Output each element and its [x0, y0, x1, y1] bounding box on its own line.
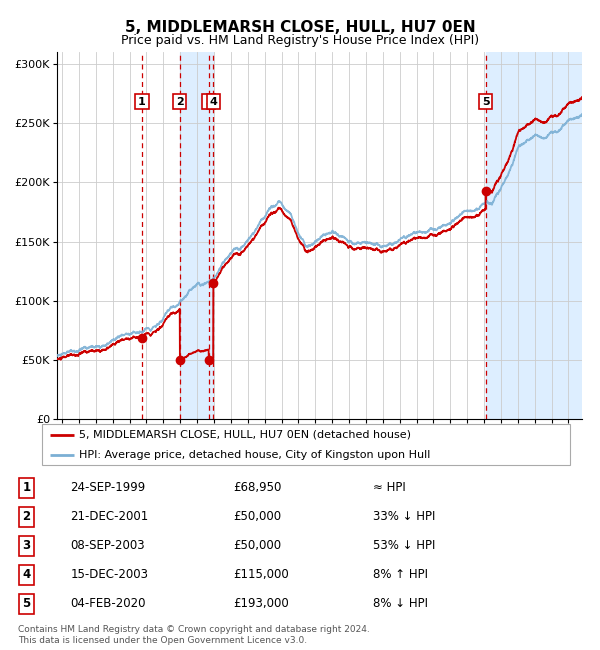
- Text: 5, MIDDLEMARSH CLOSE, HULL, HU7 0EN (detached house): 5, MIDDLEMARSH CLOSE, HULL, HU7 0EN (det…: [79, 430, 411, 439]
- Text: 1: 1: [138, 97, 146, 107]
- Text: 5, MIDDLEMARSH CLOSE, HULL, HU7 0EN: 5, MIDDLEMARSH CLOSE, HULL, HU7 0EN: [125, 20, 475, 35]
- Text: ≈ HPI: ≈ HPI: [373, 482, 406, 495]
- Bar: [180, 52, 214, 419]
- Text: 04-FEB-2020: 04-FEB-2020: [70, 597, 146, 610]
- Text: 1: 1: [22, 482, 31, 495]
- Text: 4: 4: [209, 97, 217, 107]
- Text: 5: 5: [482, 97, 490, 107]
- Text: £50,000: £50,000: [233, 510, 281, 523]
- Text: £115,000: £115,000: [233, 568, 289, 582]
- Text: 3: 3: [22, 540, 31, 552]
- Text: 8% ↑ HPI: 8% ↑ HPI: [373, 568, 428, 582]
- Text: 2: 2: [176, 97, 184, 107]
- Text: £193,000: £193,000: [233, 597, 289, 610]
- Bar: [485, 52, 582, 419]
- Text: 33% ↓ HPI: 33% ↓ HPI: [373, 510, 435, 523]
- Text: 8% ↓ HPI: 8% ↓ HPI: [373, 597, 428, 610]
- Text: 4: 4: [22, 568, 31, 582]
- Text: 53% ↓ HPI: 53% ↓ HPI: [373, 540, 435, 552]
- Text: Contains HM Land Registry data © Crown copyright and database right 2024.
This d: Contains HM Land Registry data © Crown c…: [18, 625, 370, 645]
- Text: HPI: Average price, detached house, City of Kingston upon Hull: HPI: Average price, detached house, City…: [79, 450, 430, 460]
- Text: 24-SEP-1999: 24-SEP-1999: [70, 482, 145, 495]
- Text: £68,950: £68,950: [233, 482, 281, 495]
- Text: 5: 5: [22, 597, 31, 610]
- Text: 21-DEC-2001: 21-DEC-2001: [70, 510, 148, 523]
- Text: 2: 2: [22, 510, 31, 523]
- Text: 15-DEC-2003: 15-DEC-2003: [70, 568, 148, 582]
- Text: £50,000: £50,000: [233, 540, 281, 552]
- Text: 08-SEP-2003: 08-SEP-2003: [70, 540, 145, 552]
- Text: 3: 3: [205, 97, 212, 107]
- Text: Price paid vs. HM Land Registry's House Price Index (HPI): Price paid vs. HM Land Registry's House …: [121, 34, 479, 47]
